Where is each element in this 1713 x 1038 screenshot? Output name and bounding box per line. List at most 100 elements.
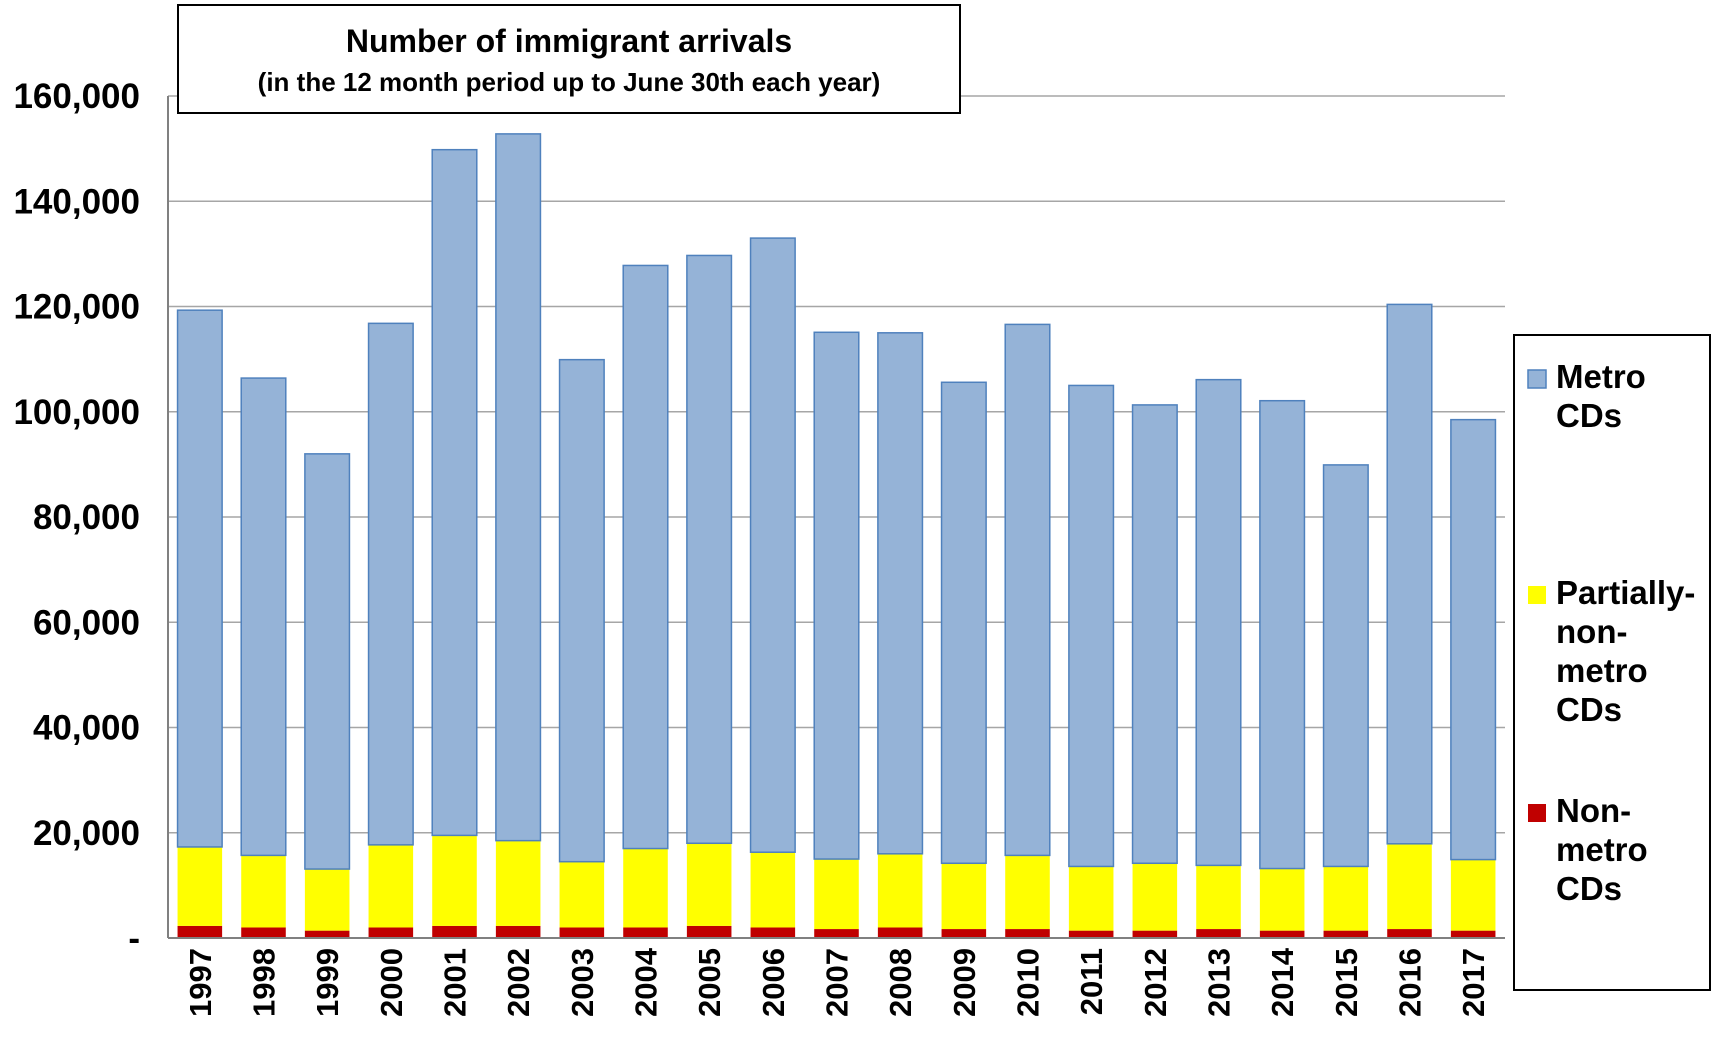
legend-swatch (1528, 804, 1546, 822)
bar-metro-cds-2007 (813, 331, 860, 860)
bar-metro-cds-2003 (558, 358, 605, 863)
bar-non-metro-cds-2014 (1259, 930, 1305, 938)
bar-partially-non-metro-cds-1999 (304, 869, 350, 931)
x-tick-label: 2012 (1138, 948, 1173, 1017)
bar-metro-cds-2013 (1195, 378, 1242, 867)
bar-non-metro-cds-2008 (877, 927, 923, 938)
bar-metro-cds-2000 (367, 322, 414, 846)
bar-metro-cds-2010 (1004, 323, 1051, 857)
x-tick-label: 2013 (1202, 948, 1237, 1017)
x-tick-label: 2004 (629, 947, 664, 1017)
bar-partially-non-metro-cds-2011 (1068, 866, 1114, 931)
x-tick-label: 2003 (565, 948, 600, 1017)
legend: MetroCDsPartially-non-metroCDsNon-metroC… (1513, 334, 1711, 991)
x-tick-label: 2014 (1265, 947, 1300, 1017)
y-tick-label: 120,000 (13, 288, 140, 327)
legend-label: Non- (1556, 792, 1631, 829)
bar-metro-cds-2016 (1386, 303, 1433, 845)
bar-metro-cds-1999 (304, 453, 351, 870)
bar-non-metro-cds-2015 (1323, 930, 1369, 938)
title-frame (177, 4, 961, 114)
legend-label: Partially- (1556, 574, 1695, 611)
bar-partially-non-metro-cds-2016 (1387, 843, 1432, 930)
bar-metro-cds-2011 (1068, 384, 1115, 868)
legend-label: non- (1556, 613, 1627, 650)
bar-metro-cds-2001 (431, 148, 478, 837)
y-tick-labels: - 20,000 40,000 60,000 80,000 100,000 120,000 1… (13, 77, 140, 958)
x-tick-label: 2016 (1393, 948, 1428, 1017)
bars (176, 133, 1497, 938)
bar-partially-non-metro-cds-1997 (177, 846, 223, 926)
x-tick-label: 2009 (947, 948, 982, 1017)
axes (167, 96, 1505, 939)
x-tick-label: 2000 (374, 948, 409, 1017)
bar-partially-non-metro-cds-1998 (241, 855, 286, 928)
x-tick-label: 2011 (1074, 948, 1109, 1015)
legend-swatch (1527, 369, 1547, 389)
bar-metro-cds-2008 (877, 332, 924, 855)
bar-non-metro-cds-2006 (750, 927, 796, 938)
bar-metro-cds-2006 (749, 237, 796, 853)
bar-metro-cds-2017 (1450, 418, 1497, 861)
bar-partially-non-metro-cds-2015 (1323, 866, 1369, 931)
bar-partially-non-metro-cds-2012 (1132, 863, 1178, 931)
bar-partially-non-metro-cds-2007 (814, 859, 859, 930)
bar-non-metro-cds-2002 (495, 925, 541, 938)
bar-non-metro-cds-2013 (1196, 929, 1241, 938)
bar-non-metro-cds-2001 (432, 925, 477, 938)
x-tick-label: 2005 (692, 948, 727, 1017)
x-tick-label: 2017 (1456, 948, 1491, 1017)
x-tick-label: 2002 (501, 948, 536, 1017)
bar-partially-non-metro-cds-2000 (368, 844, 414, 928)
x-tick-label: 2006 (756, 948, 791, 1017)
legend-label: CDs (1556, 691, 1622, 728)
bar-metro-cds-1998 (240, 377, 287, 857)
bar-partially-non-metro-cds-2014 (1259, 868, 1305, 931)
bar-partially-non-metro-cds-2003 (559, 861, 605, 928)
bar-non-metro-cds-2010 (1005, 929, 1050, 938)
x-tick-labels: 1997 1998 1999 2000 2001 2002 2003 2004 2005 2006… (183, 947, 1491, 1017)
y-tick-label: 140,000 (13, 182, 140, 221)
legend-label: CDs (1556, 397, 1622, 434)
bar-metro-cds-2014 (1259, 399, 1306, 870)
bar-metro-cds-1997 (176, 309, 223, 848)
bar-partially-non-metro-cds-2006 (750, 852, 796, 928)
bar-metro-cds-2009 (940, 381, 987, 865)
y-tick-label: 60,000 (33, 603, 140, 642)
legend-frame (1513, 334, 1711, 991)
chart-title: Number of immigrant arrivals (346, 23, 792, 59)
bar-non-metro-cds-2016 (1387, 929, 1432, 938)
x-tick-label: 2010 (1011, 948, 1046, 1017)
bar-non-metro-cds-2007 (814, 929, 859, 938)
y-tick-label: 20,000 (33, 814, 140, 853)
legend-label: CDs (1556, 870, 1622, 907)
y-tick-label: 40,000 (33, 709, 140, 748)
bar-metro-cds-2015 (1322, 464, 1369, 868)
bar-metro-cds-2012 (1131, 404, 1178, 865)
y-tick-label: - (128, 919, 140, 958)
bar-metro-cds-2005 (686, 254, 733, 845)
x-tick-label: 2001 (438, 948, 473, 1017)
bar-partially-non-metro-cds-2001 (432, 835, 477, 926)
bar-non-metro-cds-2005 (686, 925, 732, 938)
bar-non-metro-cds-1999 (304, 930, 350, 938)
bar-partially-non-metro-cds-2008 (877, 853, 923, 928)
bar-non-metro-cds-1998 (241, 927, 286, 938)
x-tick-label: 2007 (820, 948, 855, 1017)
chart-title-box: Number of immigrant arrivals (in the 12 … (177, 4, 961, 114)
x-tick-label: 1997 (183, 948, 218, 1017)
bar-non-metro-cds-1997 (177, 925, 223, 938)
bar-metro-cds-2004 (622, 264, 669, 850)
bar-partially-non-metro-cds-2009 (941, 863, 987, 930)
x-tick-label: 1999 (310, 948, 345, 1017)
x-tick-label: 1998 (247, 948, 282, 1017)
bar-non-metro-cds-2012 (1132, 930, 1178, 938)
bar-partially-non-metro-cds-2010 (1005, 855, 1050, 930)
bar-non-metro-cds-2011 (1068, 930, 1114, 938)
legend-label: metro (1556, 831, 1648, 868)
bar-metro-cds-2002 (495, 133, 542, 842)
bar-non-metro-cds-2000 (368, 927, 414, 938)
chart-subtitle: (in the 12 month period up to June 30th … (258, 67, 881, 97)
legend-label: metro (1556, 652, 1648, 689)
